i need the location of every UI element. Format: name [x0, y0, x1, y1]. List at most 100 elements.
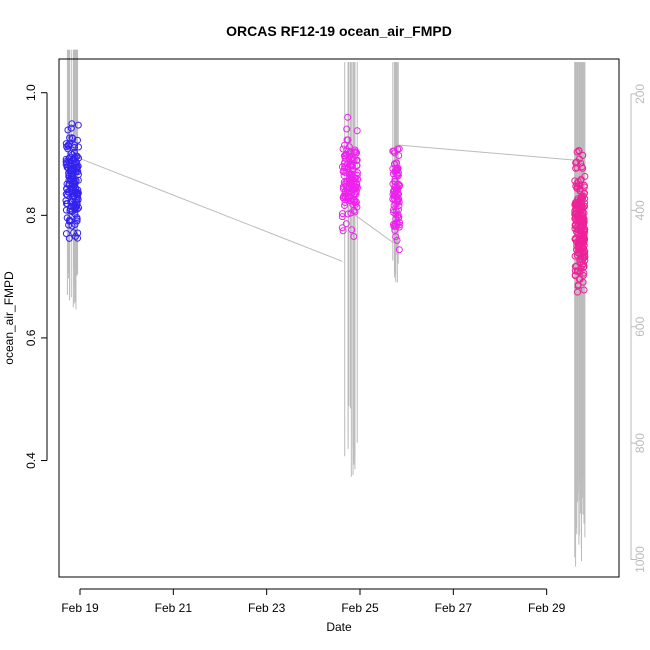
data-point	[73, 217, 81, 225]
x-tick-label: Feb 19	[61, 601, 99, 615]
data-point	[348, 226, 356, 234]
data-point	[339, 227, 347, 235]
x-tick-label: Feb 25	[341, 601, 379, 615]
data-point	[575, 236, 583, 244]
data-point	[344, 160, 351, 168]
data-point	[575, 147, 583, 154]
data-point	[575, 217, 583, 225]
data-point	[581, 253, 589, 261]
data-point	[580, 286, 588, 294]
data-point	[571, 263, 579, 271]
data-point	[579, 151, 587, 159]
data-point	[344, 113, 352, 121]
data-point	[579, 231, 587, 239]
data-point	[70, 148, 78, 156]
data-point	[581, 199, 589, 207]
data-point	[73, 199, 81, 207]
data-point	[577, 175, 585, 183]
data-point	[65, 155, 73, 163]
data-point	[573, 206, 581, 214]
data-point	[393, 236, 401, 244]
connector-line	[76, 156, 343, 262]
data-point	[353, 127, 361, 135]
y-axis-label: ocean_air_FMPD	[2, 271, 16, 365]
data-point	[573, 164, 581, 172]
data-point	[392, 233, 400, 241]
data-point	[345, 143, 353, 151]
data-point	[74, 168, 82, 176]
data-point	[571, 272, 579, 280]
data-point	[571, 267, 579, 275]
data-point	[74, 234, 81, 242]
data-point	[394, 145, 402, 153]
connector-line	[355, 214, 394, 244]
data-point	[70, 229, 77, 237]
data-point	[75, 143, 82, 151]
data-point	[341, 202, 348, 209]
data-point	[69, 135, 77, 142]
data-point	[572, 205, 580, 213]
data-point	[343, 136, 351, 144]
data-point	[340, 160, 348, 168]
data-point	[395, 152, 403, 159]
y-tick-label: 0.6	[24, 329, 38, 346]
data-point	[340, 172, 348, 180]
data-point	[579, 195, 586, 202]
right-tick-label: 1000	[633, 546, 647, 573]
data-point	[73, 214, 81, 222]
data-point	[390, 220, 397, 228]
plot-frame	[58, 58, 620, 578]
data-point	[579, 218, 587, 226]
x-axis: Feb 19 Feb 21 Feb 23 Feb 25 Feb 27 Feb 29	[61, 588, 566, 615]
data-point	[572, 234, 580, 242]
data-point	[63, 192, 71, 199]
data-point	[345, 177, 353, 185]
data-point	[353, 184, 361, 192]
data-point	[338, 213, 346, 221]
right-tick-label: 400	[633, 200, 647, 220]
data-point	[64, 126, 72, 134]
data-point	[574, 183, 581, 191]
data-point	[353, 161, 361, 169]
data-point	[389, 165, 397, 173]
data-point	[66, 134, 74, 142]
data-point	[389, 187, 397, 195]
data-point	[62, 197, 70, 205]
data-point	[62, 140, 70, 148]
data-point	[62, 206, 70, 214]
data-point	[67, 185, 75, 193]
data-point	[391, 175, 399, 183]
points-layer	[62, 113, 589, 296]
data-point	[344, 185, 352, 193]
data-point	[571, 225, 579, 233]
data-point	[340, 167, 348, 175]
data-point	[73, 189, 81, 197]
data-point	[74, 121, 82, 129]
right-tick-label: 200	[633, 84, 647, 104]
data-point	[577, 204, 585, 212]
data-point	[341, 152, 349, 160]
data-point	[339, 210, 346, 218]
data-point	[390, 208, 397, 216]
data-point	[342, 220, 350, 228]
right-tick-label: 600	[633, 316, 647, 336]
data-point	[395, 246, 403, 254]
x-axis-label: Date	[326, 620, 352, 634]
data-point	[572, 159, 580, 167]
data-point	[343, 125, 351, 133]
data-point	[395, 213, 403, 221]
data-point	[342, 151, 350, 158]
data-point	[394, 180, 402, 188]
data-point	[68, 134, 76, 142]
x-tick-label: Feb 23	[248, 601, 286, 615]
data-point	[64, 145, 72, 153]
data-point	[71, 144, 78, 151]
data-point	[574, 249, 581, 257]
data-point	[391, 222, 399, 230]
y-axis: 0.4 0.6 0.8 1.0	[24, 84, 48, 469]
data-point	[342, 193, 350, 201]
data-point	[67, 124, 75, 132]
data-point	[580, 263, 588, 270]
data-point	[68, 188, 76, 196]
